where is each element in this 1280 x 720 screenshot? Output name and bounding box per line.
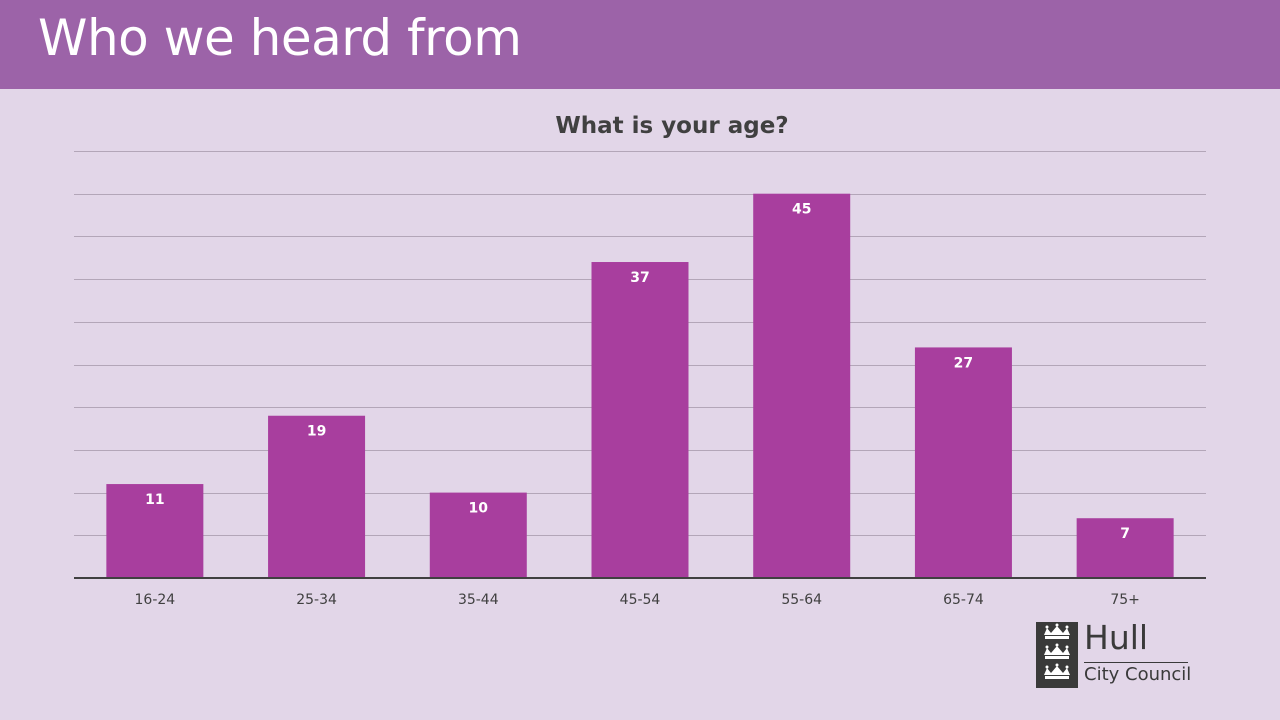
crowns-shield-icon xyxy=(1036,622,1078,688)
data-label: 7 xyxy=(1120,526,1130,542)
hull-city-council-logo: Hull City Council xyxy=(1036,618,1196,688)
chart-title: What is your age? xyxy=(555,113,789,139)
bar-75+ xyxy=(1076,518,1174,578)
bar-45-54 xyxy=(591,262,689,578)
logo-divider xyxy=(1084,662,1188,663)
logo-hull-text: Hull xyxy=(1084,618,1149,657)
data-label: 45 xyxy=(792,202,811,218)
bar-16-24 xyxy=(106,484,204,578)
x-tick-label: 55-64 xyxy=(781,592,822,608)
bar-65-74 xyxy=(914,347,1012,578)
x-tick-label: 35-44 xyxy=(458,592,499,608)
data-label: 11 xyxy=(145,492,164,508)
header-bar: Who we heard from xyxy=(0,0,1280,89)
logo-subtitle: City Council xyxy=(1084,664,1192,685)
bar-55-64 xyxy=(753,193,851,578)
x-tick-label: 16-24 xyxy=(135,592,176,608)
x-tick-label: 65-74 xyxy=(943,592,984,608)
page-title: Who we heard from xyxy=(38,9,522,67)
data-label: 10 xyxy=(469,501,489,517)
x-tick-label: 75+ xyxy=(1110,592,1140,608)
bar-35-44 xyxy=(429,492,527,578)
x-tick-label: 45-54 xyxy=(620,592,661,608)
x-tick-label: 25-34 xyxy=(296,592,337,608)
data-label: 19 xyxy=(307,424,326,440)
bar-25-34 xyxy=(268,415,366,578)
data-label: 27 xyxy=(954,355,973,371)
data-label: 37 xyxy=(630,270,649,286)
